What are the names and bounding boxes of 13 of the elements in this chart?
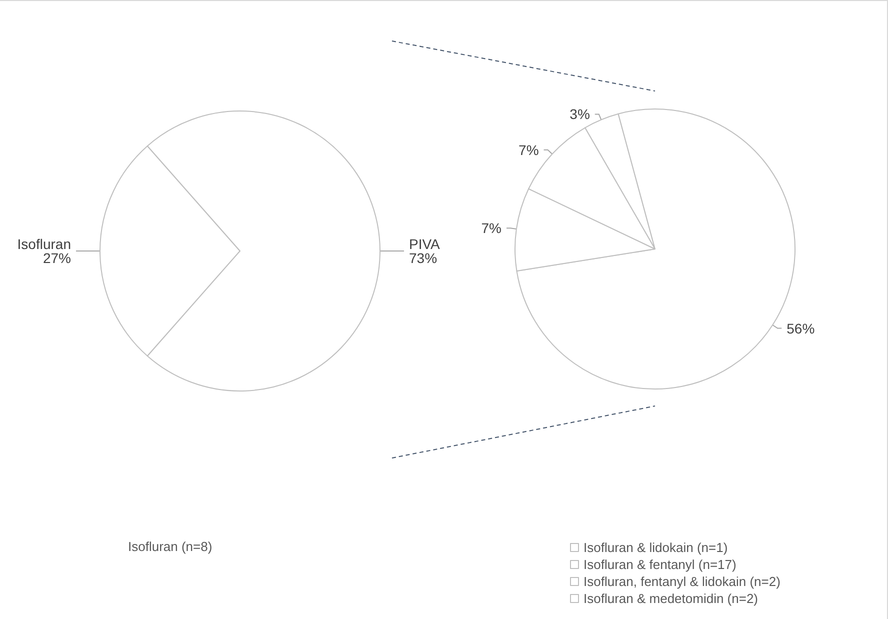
text: Isofluran (n=8) [128,539,212,554]
slice-label: Isofluran [17,236,71,252]
data-label: 56% [786,320,815,336]
data-label: 73% [409,250,438,266]
data-label: 7% [518,142,539,158]
data-label: 27% [42,250,71,266]
data-label: 3% [570,106,590,122]
slice-label: PIVA [409,236,441,252]
data-label: 7% [481,220,502,236]
legend-label: Isofluran & fentanyl (n=17) [584,557,736,572]
legend-label: Isofluran, fentanyl & lidokain (n=2) [584,574,780,589]
legend-label: Isofluran & lidokain (n=1) [584,540,728,555]
legend-label: Isofluran & medetomidin (n=2) [584,591,758,606]
